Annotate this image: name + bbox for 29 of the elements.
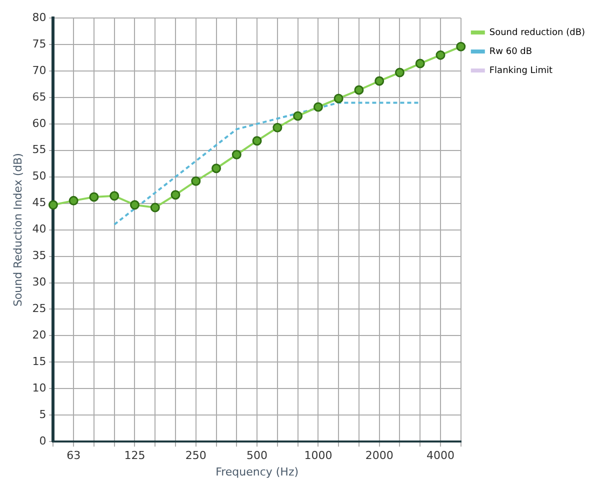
y-tick-label: 80	[32, 10, 46, 24]
y-tick-label: 25	[32, 302, 46, 316]
x-tick-label: 2000	[365, 449, 394, 462]
legend-label: Flanking Limit	[489, 66, 554, 76]
y-tick-label: 50	[32, 170, 46, 183]
y-tick-label: 35	[32, 249, 46, 262]
y-tick-label: 70	[32, 64, 46, 77]
y-tick-label: 10	[32, 382, 46, 395]
legend-label: Rw 60 dB	[489, 46, 532, 57]
y-tick-label: 55	[32, 143, 46, 156]
x-tick-label: 63	[66, 449, 81, 462]
y-tick-label: 65	[32, 90, 46, 104]
y-tick-label: 15	[32, 355, 46, 368]
legend-label: Sound reduction (dB)	[489, 28, 586, 38]
x-tick-label: 500	[246, 449, 268, 462]
y-tick-label: 5	[39, 408, 46, 421]
y-tick-label: 60	[32, 116, 46, 130]
y-axis-title: Sound Reduction Index (dB)	[11, 153, 24, 307]
x-tick-label: 125	[124, 449, 146, 462]
y-tick-label: 45	[32, 196, 46, 210]
y-tick-label: 0	[39, 434, 46, 448]
y-tick-label: 40	[32, 222, 46, 236]
x-axis-title: Frequency (Hz)	[216, 465, 299, 478]
y-tick-label: 20	[32, 328, 46, 342]
x-tick-label: 250	[185, 449, 206, 462]
x-tick-label: 4000	[426, 449, 454, 462]
y-tick-label: 30	[32, 276, 46, 289]
x-tick-label: 1000	[304, 449, 332, 462]
y-tick-label: 75	[32, 37, 46, 50]
